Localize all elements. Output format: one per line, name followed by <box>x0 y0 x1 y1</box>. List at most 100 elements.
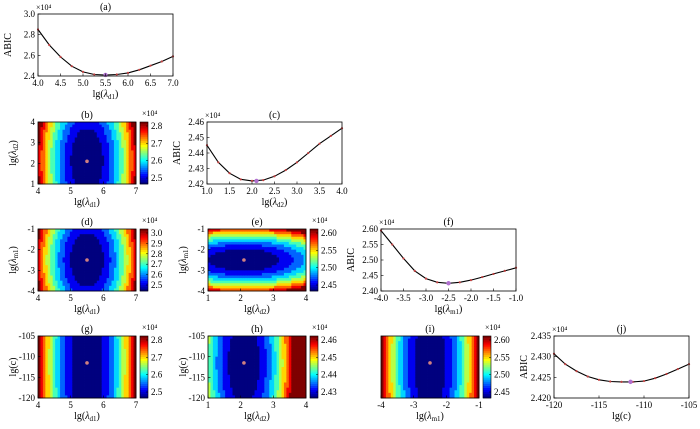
heatmap-cell <box>227 278 231 282</box>
heatmap-cell <box>266 374 270 378</box>
heatmap-cell <box>106 254 110 258</box>
heatmap-cell <box>286 249 290 253</box>
heatmap-cell <box>113 252 117 256</box>
heatmap-cell <box>38 285 41 289</box>
heatmap-cell <box>82 178 85 182</box>
heatmap-cell <box>104 122 107 125</box>
heatmap-cell <box>94 341 98 345</box>
heatmap-cell <box>126 379 130 383</box>
heatmap-cell <box>244 236 248 240</box>
heatmap-cell <box>247 231 251 235</box>
heatmap-cell <box>40 265 44 269</box>
data-point <box>329 134 332 138</box>
heatmap-cell <box>45 127 49 131</box>
heatmap-cell <box>55 392 58 396</box>
heatmap-cell <box>89 129 93 133</box>
x-tick-label: 5 <box>68 400 73 410</box>
heatmap-cell <box>77 244 81 248</box>
heatmap-cell <box>57 163 61 167</box>
heatmap-cell <box>62 278 66 282</box>
heatmap-cell <box>210 241 214 245</box>
heatmap-cell <box>126 153 130 156</box>
heatmap-cell <box>106 267 110 271</box>
heatmap-cell <box>42 239 46 243</box>
y-tick-label: -2 <box>198 245 206 255</box>
heatmap-cell <box>72 122 76 125</box>
heatmap-cell <box>72 367 76 370</box>
heatmap-cell <box>113 239 117 243</box>
heatmap-cell <box>84 374 88 378</box>
heatmap-cell <box>131 178 134 182</box>
heatmap-cell <box>82 142 85 146</box>
heatmap-cell <box>291 356 295 360</box>
heatmap-cell <box>123 351 127 355</box>
heatmap-cell <box>266 288 270 292</box>
heatmap-cell <box>45 155 49 159</box>
heatmap-cell <box>274 372 277 376</box>
heatmap-cell <box>215 338 219 342</box>
heatmap-cell <box>247 385 251 389</box>
heatmap-cell <box>45 145 49 149</box>
data-point <box>81 70 85 73</box>
heatmap-cell <box>55 247 58 251</box>
heatmap-cell <box>239 351 243 355</box>
heatmap-cell <box>104 364 107 368</box>
heatmap-cell <box>244 249 248 253</box>
heatmap-cell <box>274 338 277 342</box>
heatmap-cell <box>96 254 100 258</box>
heatmap-cell <box>118 392 122 396</box>
heatmap-cell <box>109 132 112 136</box>
heatmap-cell <box>244 252 248 256</box>
heatmap-cell <box>242 247 246 251</box>
heatmap-cell <box>126 280 130 284</box>
heatmap-cell <box>67 364 71 368</box>
colorbar-swatch <box>140 352 148 355</box>
heatmap-cell <box>113 359 117 363</box>
heatmap-cell <box>116 359 120 363</box>
heatmap-cell <box>104 127 107 131</box>
heatmap-cell <box>101 173 105 177</box>
heatmap-cell <box>210 385 214 389</box>
heatmap-cell <box>279 356 282 360</box>
heatmap-cell <box>38 165 41 169</box>
heatmap-cell <box>77 338 81 342</box>
heatmap-cell <box>55 270 58 274</box>
heatmap-cell <box>84 153 88 156</box>
colorbar-swatch <box>140 233 148 236</box>
heatmap-cell <box>96 346 100 350</box>
heatmap-cell <box>247 270 251 274</box>
heatmap-cell <box>212 252 216 256</box>
heatmap-cell <box>67 395 71 399</box>
colorbar-swatch <box>140 278 148 281</box>
heatmap-cell <box>79 392 83 396</box>
heatmap-cell <box>109 236 112 240</box>
heatmap-cell <box>259 254 263 258</box>
heatmap-cell <box>222 239 226 243</box>
heatmap-cell <box>67 336 71 339</box>
heatmap-cell <box>77 343 81 347</box>
heatmap-cell <box>208 280 211 284</box>
heatmap-cell <box>257 359 260 363</box>
heatmap-cell <box>208 236 211 240</box>
heatmap-cell <box>279 272 282 276</box>
heatmap-cell <box>283 270 287 274</box>
heatmap-cell <box>126 137 130 141</box>
heatmap-cell <box>116 129 120 133</box>
heatmap-cell <box>96 176 100 180</box>
heatmap-cell <box>91 395 95 399</box>
heatmap-cell <box>45 382 49 386</box>
heatmap-cell <box>128 356 132 360</box>
heatmap-cell <box>99 171 103 175</box>
colorbar-swatch <box>140 266 148 269</box>
heatmap-cell <box>96 247 100 251</box>
heatmap-cell <box>249 275 253 279</box>
heatmap-cell <box>111 260 115 263</box>
heatmap-cell <box>84 372 88 376</box>
heatmap-cell <box>113 379 117 383</box>
scale-exponent: ×10⁴ <box>36 3 52 12</box>
heatmap-cell <box>247 244 251 248</box>
x-tick-label: 3 <box>271 293 276 303</box>
heatmap-cell <box>67 168 71 172</box>
heatmap-cell <box>94 150 98 154</box>
